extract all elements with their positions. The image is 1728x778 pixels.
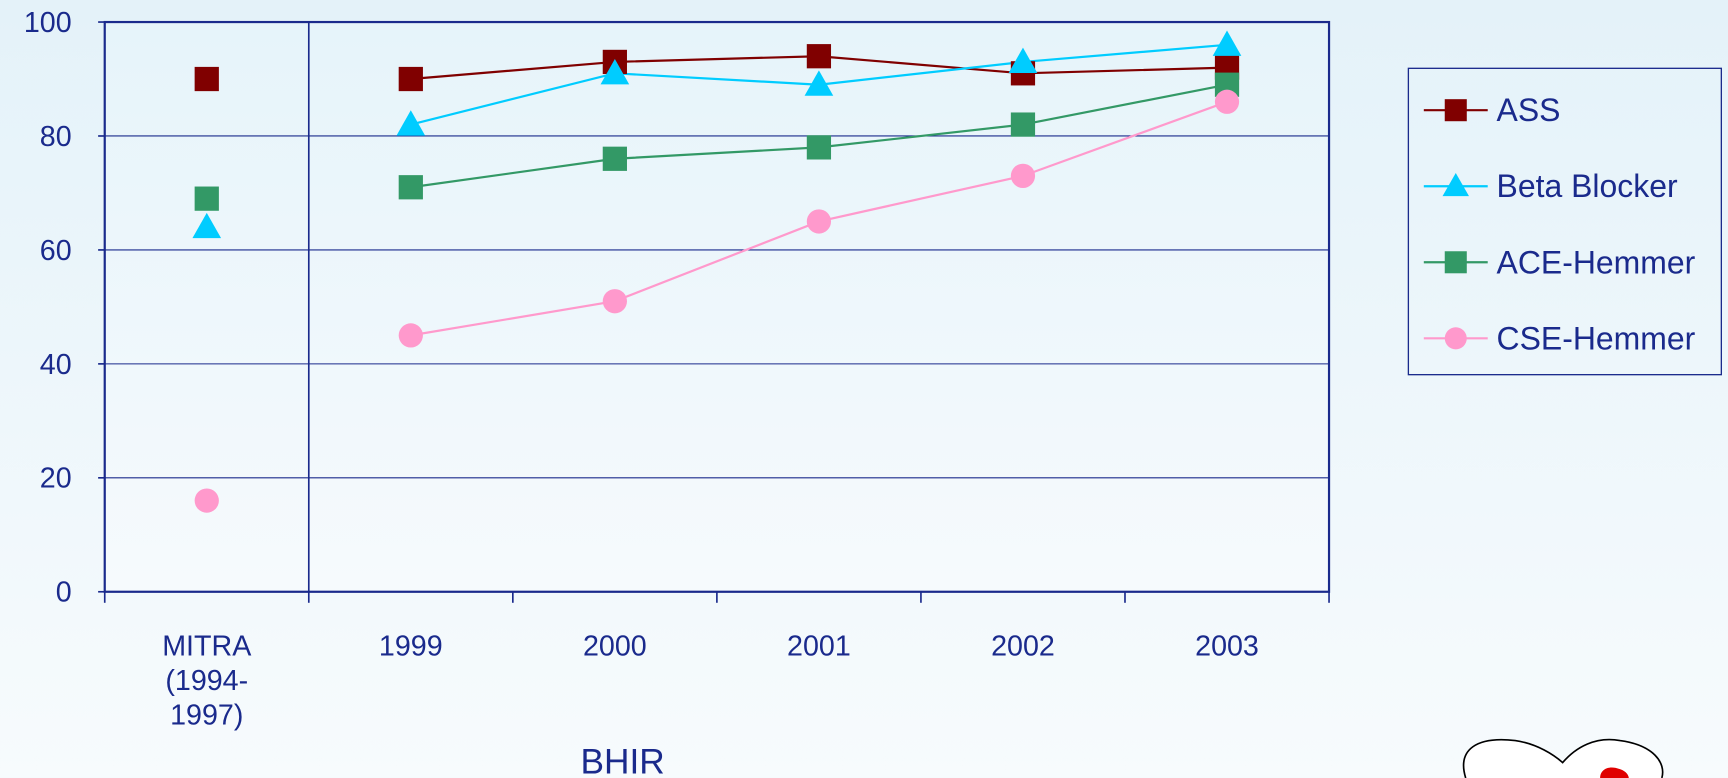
marker	[1214, 89, 1240, 114]
heart-outline	[1462, 738, 1664, 778]
x-tick-label: 1999	[379, 631, 443, 663]
legend-label: ACE-Hemmer	[1497, 244, 1696, 280]
plot-area	[104, 22, 1330, 592]
legend-marker	[1444, 251, 1467, 274]
heart-accent	[1600, 767, 1629, 778]
marker	[1010, 112, 1036, 137]
marker	[806, 209, 832, 234]
marker	[806, 44, 832, 69]
y-tick-label: 60	[40, 235, 72, 267]
y-tick-label: 0	[56, 577, 72, 609]
y-tick-label: 20	[40, 463, 72, 495]
marker	[1008, 47, 1038, 73]
marker	[398, 175, 423, 200]
legend-box	[1407, 67, 1723, 376]
marker	[804, 70, 834, 96]
legend-marker	[1442, 173, 1469, 197]
marker	[1010, 163, 1036, 188]
x-tick-label: 2001	[787, 631, 851, 663]
x-tick-label: MITRA (1994-1997)	[162, 631, 252, 732]
marker	[602, 289, 627, 314]
y-tick-label: 40	[40, 349, 72, 381]
legend-marker	[1444, 99, 1467, 122]
legend-label: Beta Blocker	[1497, 168, 1678, 204]
marker	[192, 212, 222, 239]
marker	[194, 66, 219, 92]
legend-label: CSE-Hemmer	[1497, 320, 1696, 356]
y-tick-label: 80	[40, 121, 72, 153]
y-tick-label: 100	[24, 7, 72, 39]
marker	[396, 110, 426, 136]
heart-decoration	[1462, 738, 1664, 778]
marker	[602, 146, 627, 171]
legend-marker	[1444, 327, 1467, 350]
marker	[194, 186, 219, 211]
marker	[398, 66, 423, 92]
x-tick-label: 2003	[1195, 631, 1259, 663]
legend-label: ASS	[1497, 92, 1561, 128]
marker	[806, 135, 832, 160]
marker	[600, 58, 630, 85]
x-tick-label: 2002	[991, 631, 1055, 663]
marker	[398, 323, 423, 348]
marker	[1212, 30, 1242, 56]
marker	[194, 488, 219, 513]
x-axis-label: BHIR	[581, 743, 665, 778]
x-tick-label: 2000	[583, 631, 647, 663]
